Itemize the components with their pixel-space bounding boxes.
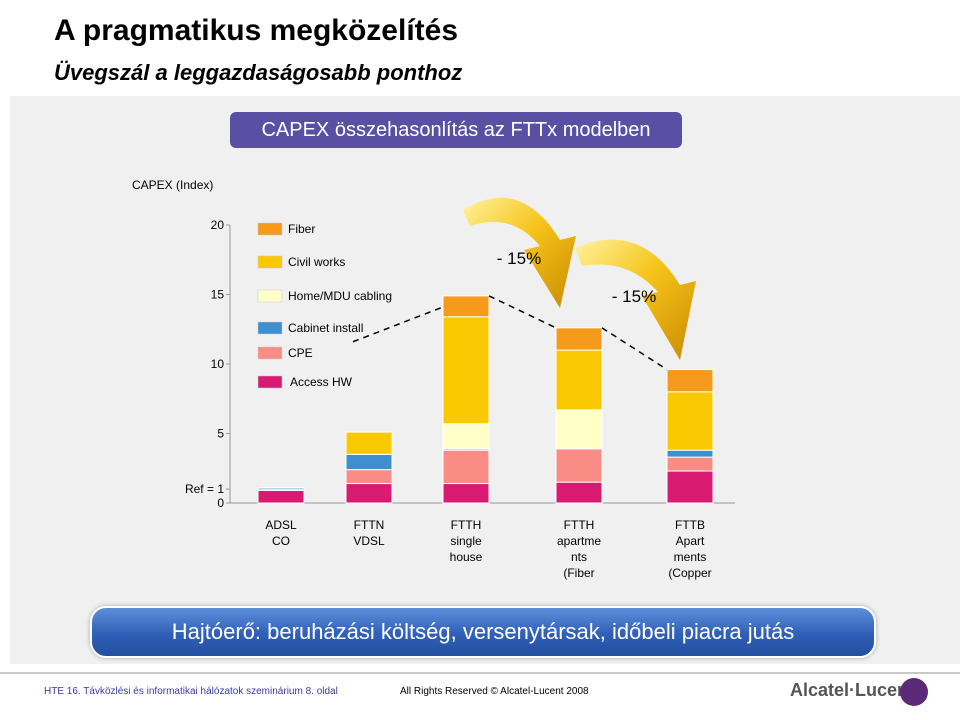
bar-segment-fiber <box>555 327 603 351</box>
y-tick-label: 0 <box>217 496 224 510</box>
category-label: (Fiber <box>563 566 594 580</box>
category-label: house <box>450 550 483 564</box>
bar-segment-cpe <box>555 448 603 483</box>
y-tick-label: 15 <box>211 288 225 302</box>
trend-connector <box>352 306 444 343</box>
bar-segment-civil-works <box>666 391 714 451</box>
bar-segment-civil-works <box>555 349 603 411</box>
bar-segment-civil-works <box>442 316 490 425</box>
footer-event: HTE 16. Távközlési és informatikai hálóz… <box>44 686 338 697</box>
bar-segment-cpe <box>666 456 714 472</box>
category-label: apartme <box>557 534 601 548</box>
bar-segment-cabinet-install <box>257 487 305 490</box>
category-label: FTTH <box>564 518 595 532</box>
legend-label: Fiber <box>288 222 315 236</box>
legend-swatch <box>257 289 283 303</box>
legend-swatch <box>257 346 283 360</box>
category-label: FTTB <box>675 518 705 532</box>
legend-label: Cabinet install <box>288 321 363 335</box>
category-label: ADSL <box>265 518 297 532</box>
bar-segment-civil-works <box>345 431 393 455</box>
category-label: nts <box>571 550 587 564</box>
y-tick-label: Ref = 1 <box>185 482 224 496</box>
bar-segment-access-hw <box>555 481 603 504</box>
bar-segment-access-hw <box>257 489 305 504</box>
category-label: single <box>450 534 482 548</box>
bar-segment-home-mdu-cabling <box>555 409 603 450</box>
footer-copyright: All Rights Reserved © Alcatel-Lucent 200… <box>400 686 589 697</box>
y-tick-label: 20 <box>211 218 225 232</box>
category-label: FTTN <box>354 518 385 532</box>
bar-segment-access-hw <box>442 483 490 504</box>
y-tick-label: 5 <box>217 427 224 441</box>
category-label: Apart <box>676 534 705 548</box>
curved-arrow-icon <box>575 239 696 360</box>
company-logo: Alcatel·Lucent <box>790 680 915 700</box>
bar-segment-cabinet-install <box>345 453 393 471</box>
bar-segment-access-hw <box>666 470 714 504</box>
category-label: ments <box>674 550 707 564</box>
trend-connector <box>488 295 557 329</box>
legend-label: Civil works <box>288 255 345 269</box>
legend-label: Home/MDU cabling <box>288 289 392 303</box>
category-label: (Copper <box>668 566 711 580</box>
curved-arrow-icon <box>463 197 576 308</box>
legend-swatch <box>257 321 283 335</box>
legend-swatch <box>257 255 283 269</box>
slide-subtitle: Üvegszál a leggazdaságosabb ponthoz <box>54 60 463 85</box>
y-tick-label: 10 <box>211 357 225 371</box>
bar-segment-home-mdu-cabling <box>442 423 490 450</box>
bar-segment-access-hw <box>345 483 393 504</box>
reduction-annotation: - 15% <box>497 249 541 268</box>
category-label: CO <box>272 534 290 548</box>
footer-divider <box>0 672 960 674</box>
driver-banner: Hajtóerő: beruházási költség, versenytár… <box>90 606 876 658</box>
reduction-annotation: - 15% <box>612 287 656 306</box>
bar-segment-cabinet-install <box>666 449 714 458</box>
footer <box>0 668 960 720</box>
chart-title: CAPEX összehasonlítás az FTTx modelben <box>230 112 682 148</box>
trend-connector <box>601 327 668 371</box>
legend-swatch <box>257 375 283 389</box>
bar-segment-fiber <box>666 369 714 393</box>
y-axis-label: CAPEX (Index) <box>132 178 213 192</box>
legend-label: Access HW <box>290 375 353 389</box>
company-logo-mark-icon <box>900 678 928 706</box>
category-label: FTTH <box>451 518 482 532</box>
legend-label: CPE <box>288 346 313 360</box>
slide-title: A pragmatikus megközelítés <box>54 14 459 47</box>
bar-segment-fiber <box>442 295 490 318</box>
bar-segment-cpe <box>442 449 490 485</box>
legend-swatch <box>257 222 283 236</box>
reduction-arrows <box>463 197 696 360</box>
bar-segment-cpe <box>345 469 393 485</box>
category-label: VDSL <box>353 534 385 548</box>
